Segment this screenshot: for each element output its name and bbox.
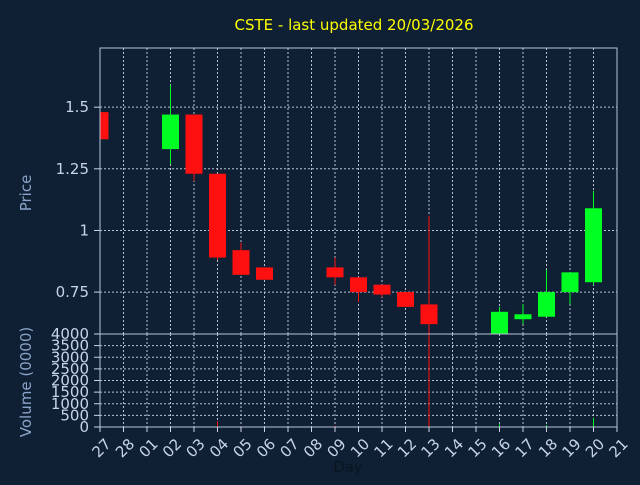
candle-body bbox=[585, 208, 602, 283]
price-y-ticks: 0.75 1 1.25 1.5 bbox=[56, 98, 100, 301]
x-tick-label: 20 bbox=[582, 435, 608, 461]
volume-tick-label: 1000 bbox=[51, 395, 89, 413]
x-tick-label: 15 bbox=[465, 435, 491, 461]
volume-grid bbox=[99, 333, 618, 428]
x-tick-label: 08 bbox=[300, 435, 326, 461]
x-tick-label: 04 bbox=[206, 435, 232, 461]
x-tick-label: 16 bbox=[488, 435, 514, 461]
x-tick-label: 06 bbox=[253, 435, 279, 461]
x-tick-label: 11 bbox=[371, 435, 397, 461]
candle-body bbox=[256, 267, 273, 280]
candle-body bbox=[397, 292, 414, 307]
x-tick-label: 14 bbox=[441, 435, 467, 461]
candle-body bbox=[373, 284, 391, 295]
volume-tick-label: 2000 bbox=[51, 372, 89, 390]
x-tick-label: 28 bbox=[112, 435, 138, 461]
volume-axis-label: Volume (0000) bbox=[17, 327, 35, 437]
x-tick-label: 05 bbox=[230, 435, 256, 461]
candles bbox=[100, 84, 602, 334]
volume-tick-label: 1500 bbox=[51, 383, 89, 401]
price-tick-label: 1.25 bbox=[56, 160, 89, 178]
volume-bars bbox=[217, 334, 594, 427]
volume-tick-label: 2500 bbox=[51, 360, 89, 378]
x-tick-label: 07 bbox=[277, 435, 303, 461]
volume-tick-label: 4000 bbox=[51, 325, 89, 343]
x-axis-label: Day bbox=[333, 458, 363, 476]
candle-body bbox=[514, 314, 532, 320]
candle-body bbox=[491, 311, 508, 334]
price-tick-label: 0.75 bbox=[56, 283, 89, 301]
candle-body bbox=[326, 267, 344, 278]
x-tick-label: 21 bbox=[606, 435, 632, 461]
candle-body bbox=[350, 277, 367, 293]
x-tick-label: 19 bbox=[559, 435, 585, 461]
candle-body bbox=[185, 114, 203, 174]
volume-tick-label: 500 bbox=[60, 406, 89, 424]
x-tick-label: 13 bbox=[418, 435, 444, 461]
candle-body bbox=[100, 112, 109, 140]
volume-tick-label: 0 bbox=[79, 418, 89, 436]
volume-tick-label: 3000 bbox=[51, 348, 89, 366]
candle-body bbox=[232, 250, 250, 275]
candle-body bbox=[209, 173, 226, 258]
x-tick-label: 03 bbox=[183, 435, 209, 461]
x-ticks: 2728010203040506070809101112131415161718… bbox=[89, 427, 632, 461]
price-axis-label: Price bbox=[17, 175, 35, 212]
volume-tick-label: 3500 bbox=[51, 337, 89, 355]
x-tick-label: 02 bbox=[159, 435, 185, 461]
candle-body bbox=[561, 272, 579, 293]
x-tick-label: 01 bbox=[136, 435, 162, 461]
candle-body bbox=[420, 304, 438, 325]
x-tick-label: 17 bbox=[512, 435, 538, 461]
price-tick-label: 1.5 bbox=[65, 98, 89, 116]
x-tick-label: 18 bbox=[535, 435, 561, 461]
candle-body bbox=[538, 292, 555, 317]
chart-title: CSTE - last updated 20/03/2026 bbox=[234, 16, 473, 34]
candle-body bbox=[162, 114, 179, 150]
x-tick-label: 12 bbox=[394, 435, 420, 461]
price-tick-label: 1 bbox=[79, 221, 89, 239]
x-tick-label: 27 bbox=[89, 435, 115, 461]
